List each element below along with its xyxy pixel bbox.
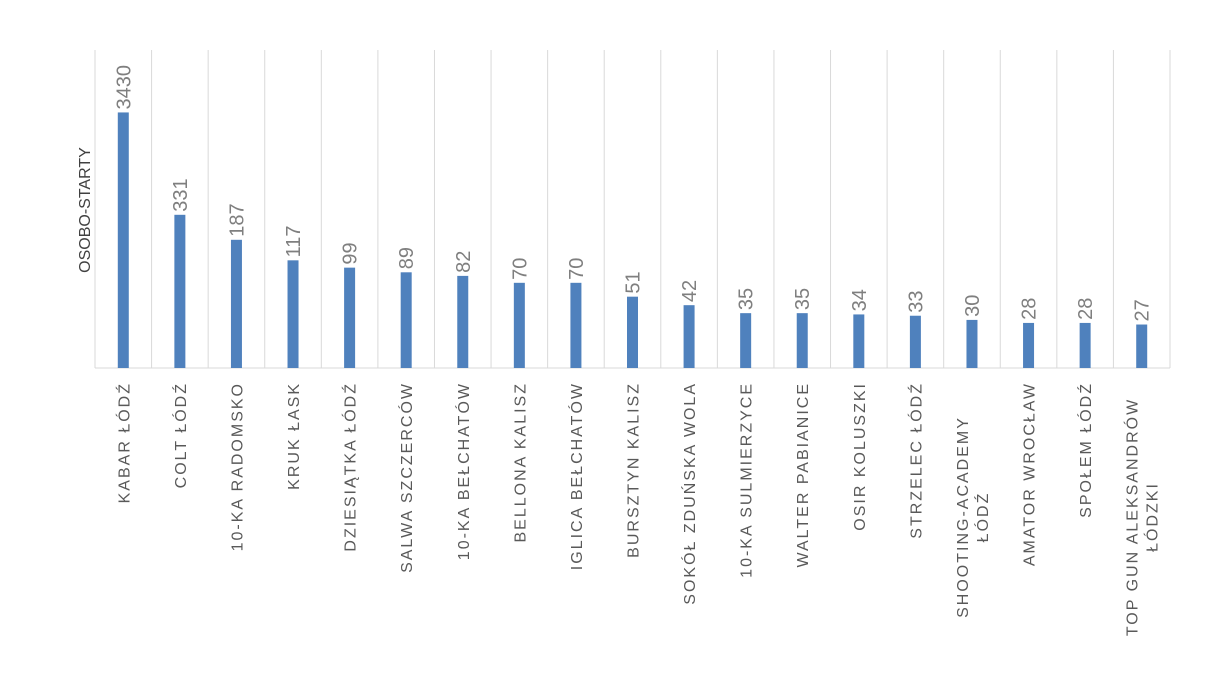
svg-text:SPOŁEM ŁÓDŹ: SPOŁEM ŁÓDŹ [1076, 382, 1095, 518]
y-axis-title: OSOBO-STARTY [77, 147, 94, 273]
bar [796, 313, 808, 368]
bars [117, 112, 1148, 368]
category-label: SHOOTING-ACADEMY ŁÓDŹ [955, 416, 992, 618]
bar [174, 214, 186, 368]
category-label: WALTER PABIANICE [795, 382, 812, 568]
svg-text:10-KA BEŁCHATÓW: 10-KA BEŁCHATÓW [454, 382, 473, 560]
bar [1023, 322, 1035, 368]
bar [1079, 322, 1091, 368]
bar [1136, 324, 1148, 368]
category-label: TOP GUN ALEKSANDRÓW ŁÓDZKI [1123, 398, 1162, 636]
svg-text:WALTER PABIANICE: WALTER PABIANICE [795, 382, 812, 568]
data-label: 34 [849, 289, 871, 311]
svg-text:KABAR ŁÓDŹ: KABAR ŁÓDŹ [114, 382, 133, 503]
category-label: COLT ŁÓDŹ [171, 382, 190, 488]
data-label: 35 [792, 288, 814, 310]
category-label: KRUK ŁASK [286, 382, 303, 490]
category-label: BELLONA KALISZ [512, 382, 529, 543]
category-label: IGLICA BEŁCHATÓW [567, 382, 586, 570]
svg-text:SALWA SZCZERCÓW: SALWA SZCZERCÓW [397, 382, 416, 573]
data-label: 27 [1132, 299, 1154, 321]
bar [344, 267, 356, 368]
data-label: 99 [340, 242, 362, 264]
data-label: 28 [1075, 298, 1097, 320]
data-label: 82 [453, 251, 475, 273]
svg-text:IGLICA BEŁCHATÓW: IGLICA BEŁCHATÓW [567, 382, 586, 570]
data-label: 33 [905, 290, 927, 312]
svg-text:BELLONA KALISZ: BELLONA KALISZ [512, 382, 529, 543]
bar [457, 275, 469, 368]
data-label: 187 [226, 203, 248, 236]
category-label: KABAR ŁÓDŹ [114, 382, 133, 503]
data-label: 89 [396, 247, 418, 269]
bar [627, 296, 638, 368]
category-label: DZIESIĄTKA ŁÓDŹ [341, 382, 360, 552]
category-label: OSIR KOLUSZKI [852, 382, 869, 531]
category-label: 10-KA SULMIERZYCE [739, 382, 756, 578]
category-label: 10-KA RADOMSKO [229, 382, 246, 551]
data-label: 70 [566, 258, 588, 280]
data-label: 117 [283, 225, 305, 257]
svg-text:10-KA SULMIERZYCE: 10-KA SULMIERZYCE [739, 382, 756, 578]
bar [513, 282, 525, 368]
category-label: SALWA SZCZERCÓW [397, 382, 416, 573]
bar [909, 315, 921, 368]
bar [230, 239, 242, 368]
bar [570, 282, 582, 368]
category-label: SOKÓŁ ZDUŃSKA WOLA [680, 382, 699, 605]
svg-text:DZIESIĄTKA ŁÓDŹ: DZIESIĄTKA ŁÓDŹ [341, 382, 360, 552]
bar [683, 305, 695, 368]
bar [966, 319, 978, 368]
svg-text:AMATOR WROCŁAW: AMATOR WROCŁAW [1022, 382, 1039, 566]
data-label: 51 [623, 271, 645, 293]
gridlines [94, 50, 1171, 369]
bar [117, 112, 129, 368]
svg-text:COLT ŁÓDŹ: COLT ŁÓDŹ [171, 382, 190, 488]
category-label: STRZELEC ŁÓDŹ [906, 382, 925, 539]
data-label: 30 [962, 295, 984, 317]
svg-text:KRUK ŁASK: KRUK ŁASK [286, 382, 303, 490]
svg-text:OSIR KOLUSZKI: OSIR KOLUSZKI [852, 382, 869, 531]
bar [740, 313, 752, 368]
value-labels: 3430 331 187 117 99 89 82 70 70 51 42 35 35 34 33 30 28 2… [113, 65, 1153, 322]
category-label: AMATOR WROCŁAW [1022, 382, 1039, 566]
category-label: BURSZTYN KALISZ [626, 382, 643, 558]
data-label: 35 [736, 288, 758, 310]
data-label: 70 [509, 258, 531, 280]
data-label: 331 [170, 178, 192, 211]
bar [287, 260, 299, 368]
data-label: 42 [679, 280, 701, 302]
svg-text:STRZELEC ŁÓDŹ: STRZELEC ŁÓDŹ [906, 382, 925, 539]
svg-text:SOKÓŁ ZDUŃSKA WOLA: SOKÓŁ ZDUŃSKA WOLA [680, 382, 699, 605]
category-label: SPOŁEM ŁÓDŹ [1076, 382, 1095, 518]
svg-text:BURSZTYN KALISZ: BURSZTYN KALISZ [626, 382, 643, 558]
bar [400, 272, 412, 368]
svg-text:10-KA RADOMSKO: 10-KA RADOMSKO [229, 382, 246, 551]
category-labels: KABAR ŁÓDŹ COLT ŁÓDŹ 10-KA RADOMSKO KRUK ŁA… [114, 382, 1161, 636]
data-label: 3430 [113, 65, 135, 110]
category-label: 10-KA BEŁCHATÓW [454, 382, 473, 560]
data-label: 28 [1019, 298, 1041, 320]
bar [853, 314, 865, 368]
